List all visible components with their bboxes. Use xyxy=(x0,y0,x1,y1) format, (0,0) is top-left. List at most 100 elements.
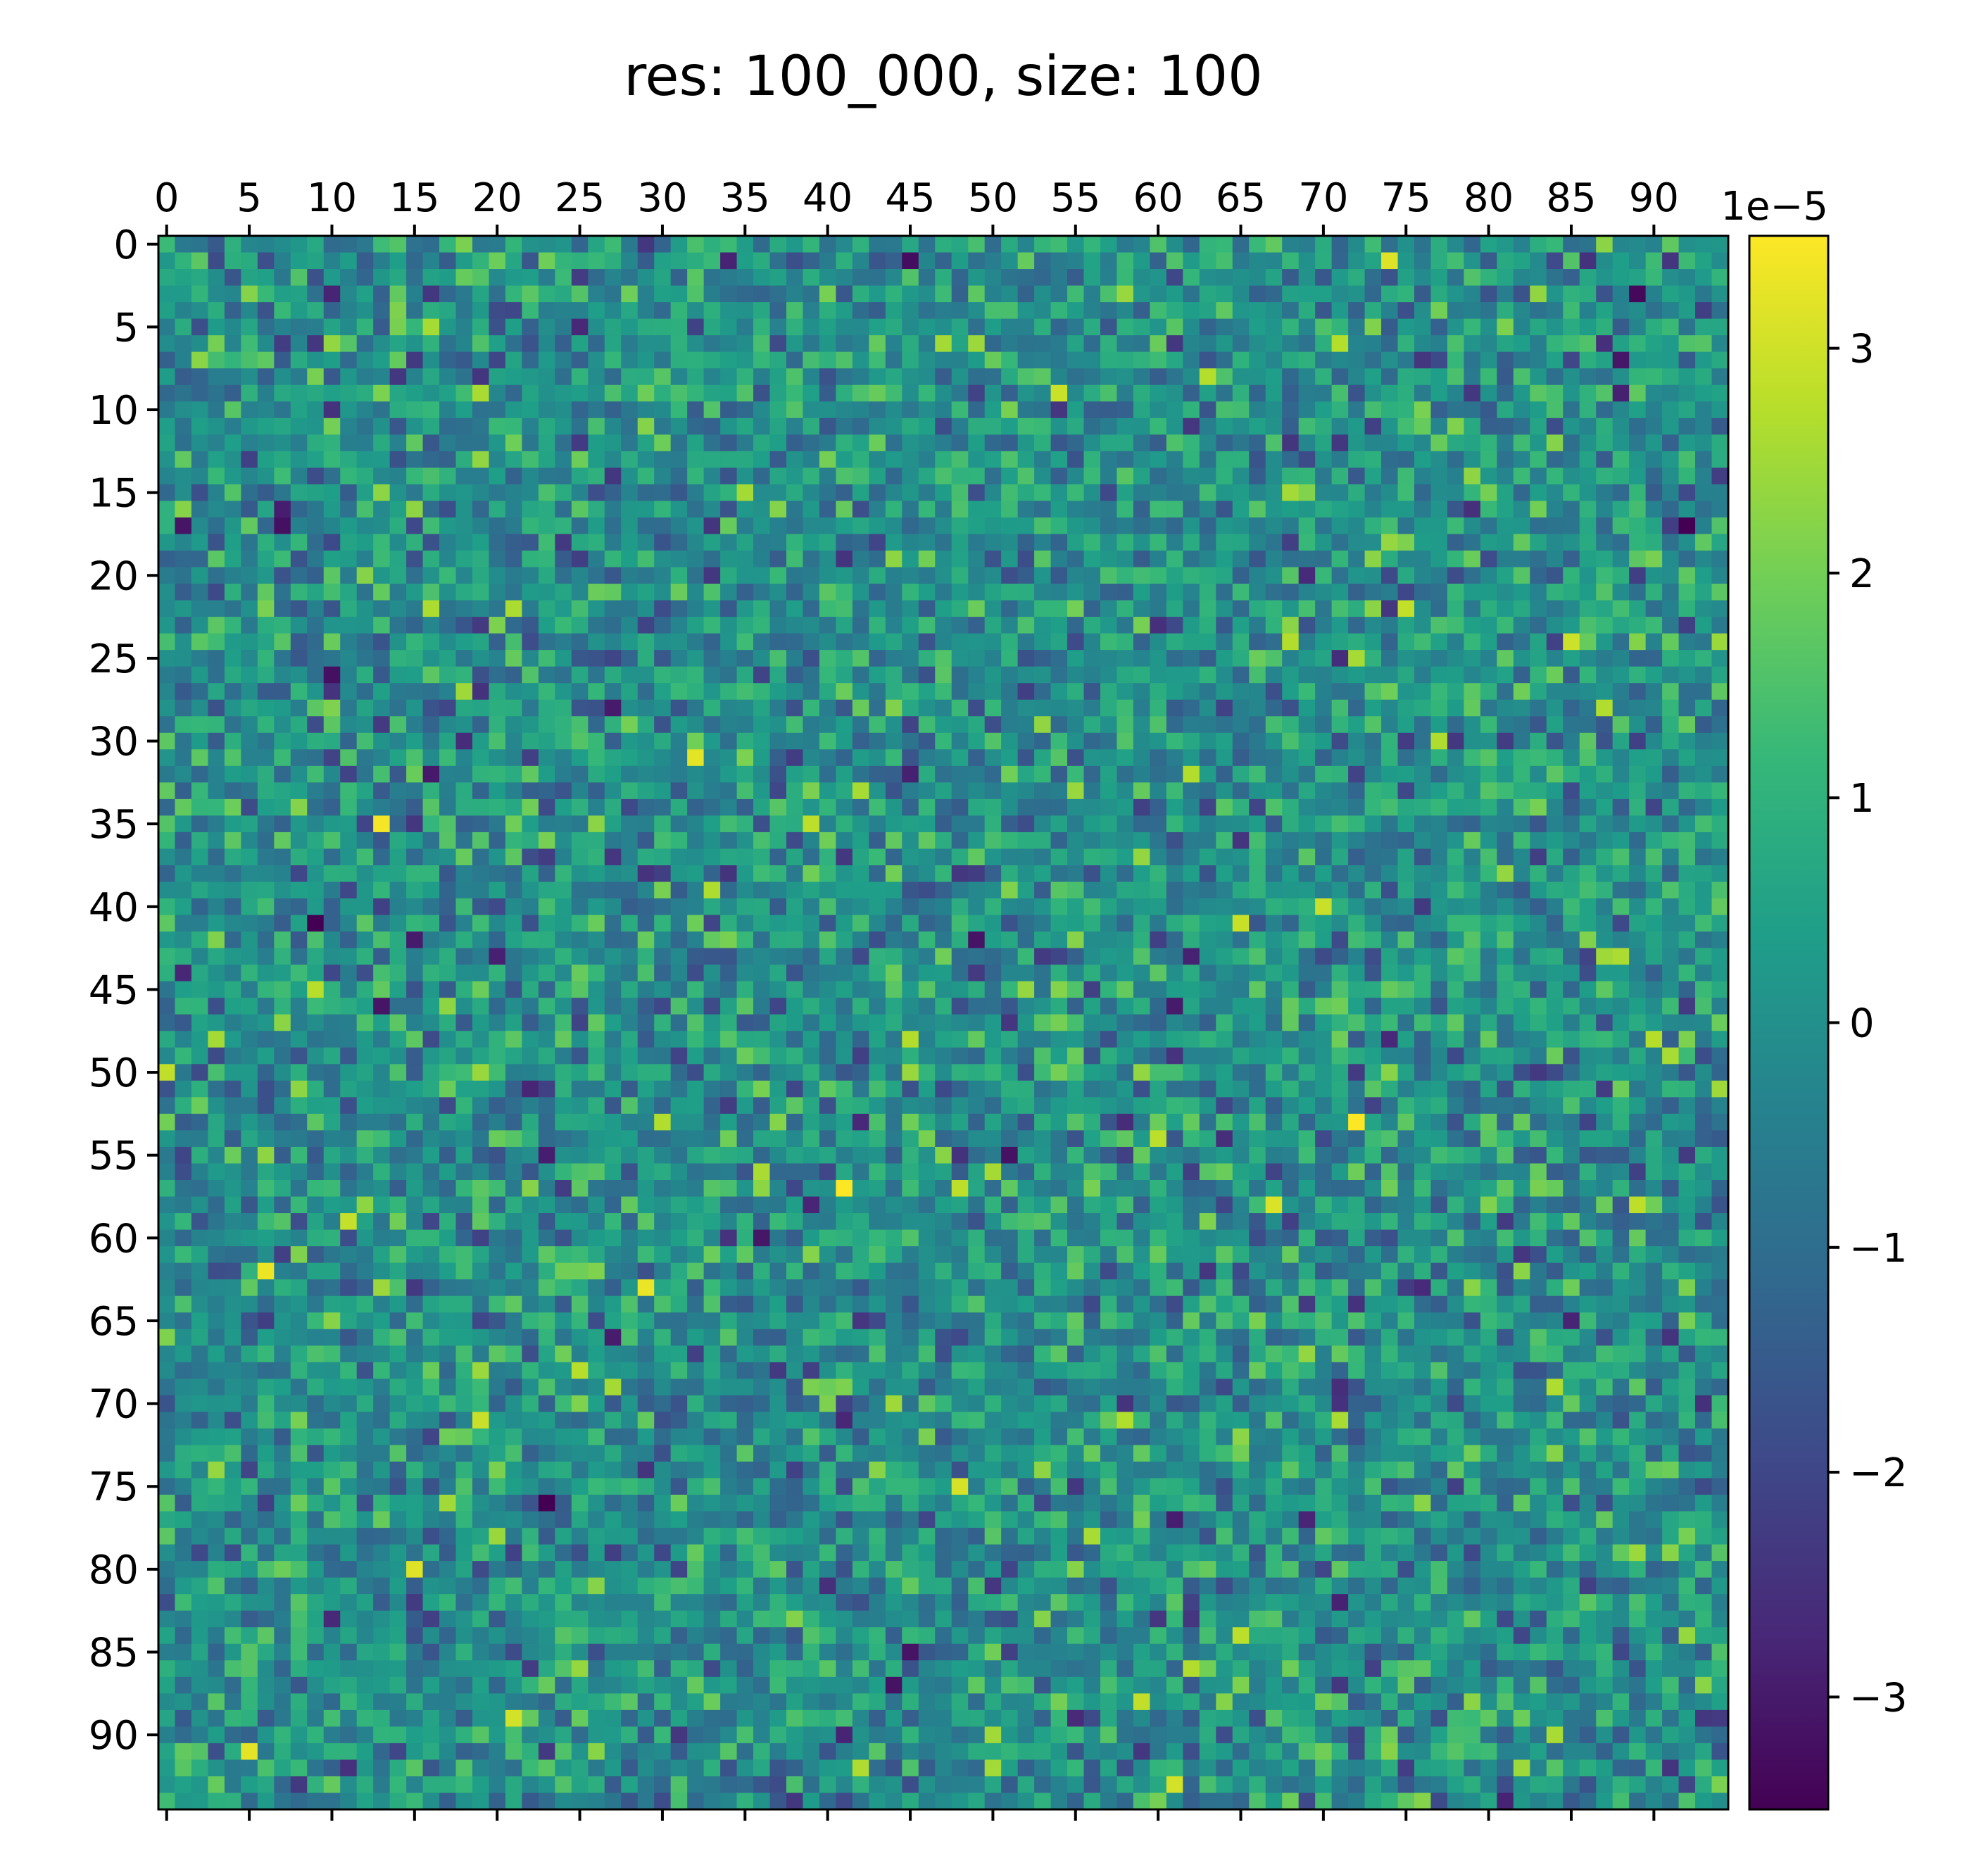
heatmap-cell xyxy=(951,401,969,419)
heatmap-cell xyxy=(984,384,1002,402)
heatmap-cell xyxy=(191,451,209,468)
heatmap-cell xyxy=(1662,467,1680,485)
heatmap-cell xyxy=(1050,451,1068,468)
heatmap-cell xyxy=(1711,285,1729,303)
heatmap-cell xyxy=(736,384,754,402)
heatmap-cell xyxy=(654,401,672,419)
heatmap-cell xyxy=(786,318,804,336)
heatmap-cell xyxy=(241,302,258,320)
heatmap-cell xyxy=(439,318,457,336)
heatmap-cell xyxy=(439,467,457,485)
heatmap-cell xyxy=(687,732,705,750)
heatmap-cell xyxy=(1083,368,1101,386)
heatmap-cell xyxy=(1249,749,1266,767)
heatmap-cell xyxy=(1447,1014,1465,1031)
heatmap-cell xyxy=(769,683,787,701)
heatmap-cell xyxy=(1447,567,1465,584)
heatmap-cell xyxy=(1497,384,1514,402)
heatmap-cell xyxy=(1166,815,1183,833)
heatmap-cell xyxy=(670,1097,688,1115)
heatmap-cell xyxy=(1116,567,1134,584)
heatmap-cell xyxy=(1199,881,1216,899)
heatmap-cell xyxy=(1530,501,1547,518)
heatmap-cell xyxy=(191,650,209,667)
heatmap-cell xyxy=(885,252,902,270)
heatmap-cell xyxy=(918,998,936,1015)
heatmap-cell xyxy=(274,716,291,734)
heatmap-cell xyxy=(1100,351,1118,369)
heatmap-cell xyxy=(1662,981,1680,998)
heatmap-cell xyxy=(1034,848,1052,866)
heatmap-cell xyxy=(422,252,440,270)
heatmap-cell xyxy=(356,881,374,899)
heatmap-cell xyxy=(373,434,391,452)
heatmap-cell xyxy=(604,285,622,303)
heatmap-cell xyxy=(1001,501,1019,518)
heatmap-cell xyxy=(1100,517,1118,535)
heatmap-cell xyxy=(422,683,440,701)
heatmap-cell xyxy=(687,881,705,899)
heatmap-cell xyxy=(852,865,869,883)
heatmap-cell xyxy=(1067,302,1085,320)
heatmap-cell xyxy=(1695,765,1713,783)
heatmap-cell xyxy=(1364,732,1382,750)
heatmap-cell xyxy=(406,815,424,833)
heatmap-cell xyxy=(1199,749,1216,767)
heatmap-cell xyxy=(1678,517,1696,535)
heatmap-cell xyxy=(753,318,771,336)
heatmap-cell xyxy=(1414,285,1432,303)
heatmap-cell xyxy=(1397,1064,1415,1081)
heatmap-cell xyxy=(670,467,688,485)
heatmap-cell xyxy=(175,534,192,551)
heatmap-cell xyxy=(852,434,869,452)
heatmap-cell xyxy=(1645,501,1663,518)
heatmap-cell xyxy=(455,948,473,965)
heatmap-cell xyxy=(1364,285,1382,303)
heatmap-cell xyxy=(241,285,258,303)
heatmap-cell xyxy=(1364,1064,1382,1081)
heatmap-cell xyxy=(1298,1031,1316,1048)
heatmap-cell xyxy=(1001,451,1019,468)
heatmap-cell xyxy=(1430,517,1448,535)
heatmap-cell xyxy=(472,534,490,551)
heatmap-cell xyxy=(819,318,837,336)
heatmap-cell xyxy=(1150,765,1167,783)
heatmap-cell xyxy=(951,831,969,850)
heatmap-cell xyxy=(951,650,969,667)
heatmap-cell xyxy=(703,881,721,899)
heatmap-cell xyxy=(1530,716,1547,734)
heatmap-cell xyxy=(918,865,936,883)
heatmap-cell xyxy=(1232,633,1250,651)
heatmap-cell xyxy=(1017,831,1035,850)
heatmap-cell xyxy=(307,998,325,1015)
heatmap-cell xyxy=(1216,302,1233,320)
heatmap-cell xyxy=(1596,517,1613,535)
heatmap-cell xyxy=(769,318,787,336)
heatmap-cell xyxy=(373,451,391,468)
heatmap-cell xyxy=(836,749,853,767)
heatmap-cell xyxy=(1116,351,1134,369)
heatmap-cell xyxy=(505,732,523,750)
heatmap-cell xyxy=(1216,666,1233,684)
heatmap-cell xyxy=(505,269,523,287)
heatmap-cell xyxy=(753,931,771,949)
heatmap-cell xyxy=(1381,517,1399,535)
heatmap-cell xyxy=(1298,633,1316,651)
heatmap-cell xyxy=(1662,1014,1680,1031)
heatmap-cell xyxy=(274,666,291,684)
heatmap-cell xyxy=(1546,368,1564,386)
heatmap-cell xyxy=(1232,517,1250,535)
heatmap-cell xyxy=(1150,633,1167,651)
heatmap-cell xyxy=(968,865,986,883)
heatmap-cell xyxy=(918,666,936,684)
heatmap-cell xyxy=(1695,633,1713,651)
heatmap-cell xyxy=(1513,683,1530,701)
heatmap-cell xyxy=(175,584,192,601)
heatmap-cell xyxy=(1364,501,1382,518)
heatmap-cell xyxy=(1629,965,1647,982)
heatmap-cell xyxy=(505,451,523,468)
heatmap-cell xyxy=(1645,467,1663,485)
heatmap-cell xyxy=(1298,484,1316,502)
heatmap-cell xyxy=(803,633,820,651)
heatmap-cell xyxy=(786,401,804,419)
